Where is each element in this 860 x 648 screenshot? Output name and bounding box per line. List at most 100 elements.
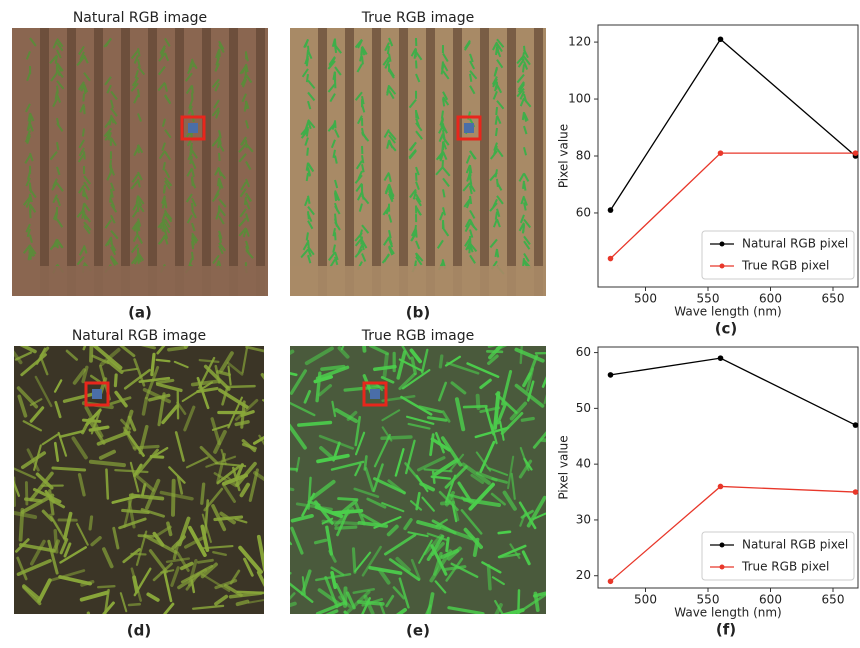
leaf	[442, 124, 448, 134]
leaf	[110, 242, 117, 252]
leaf	[189, 155, 193, 165]
leaf	[464, 223, 471, 233]
data-point	[852, 422, 859, 428]
leaf	[290, 423, 307, 450]
leaf	[131, 173, 139, 183]
leaf	[380, 376, 395, 384]
leaf	[113, 373, 118, 388]
pixel	[370, 389, 380, 399]
leaf	[245, 213, 250, 222]
x-tick-label: 650	[822, 593, 845, 607]
leaf	[426, 416, 448, 422]
leaf	[104, 76, 112, 86]
leaf	[111, 494, 141, 504]
leaf	[332, 149, 336, 159]
leaf	[330, 460, 365, 471]
leaf	[110, 203, 118, 213]
leaf	[383, 236, 390, 246]
leaf	[78, 139, 85, 149]
leaf	[28, 244, 31, 253]
leaf	[300, 248, 309, 259]
leaf	[62, 391, 98, 403]
leaf	[317, 384, 333, 397]
leaf	[334, 232, 337, 241]
data-point	[717, 483, 724, 490]
leaf	[496, 195, 504, 205]
leaf	[110, 107, 118, 117]
leaf	[132, 201, 139, 211]
leaf	[464, 218, 471, 228]
leaf	[25, 223, 31, 233]
leaf	[218, 230, 223, 240]
leaf	[384, 184, 390, 193]
leaf	[492, 41, 498, 51]
leaf	[183, 535, 206, 549]
leaf	[191, 209, 197, 219]
leaf	[388, 193, 394, 203]
leaf	[99, 347, 121, 367]
data-point	[717, 36, 724, 43]
leaf	[214, 82, 220, 92]
leaf	[56, 38, 64, 48]
leaf	[41, 509, 54, 522]
leaf	[130, 552, 147, 556]
leaf	[469, 185, 473, 195]
leaf	[488, 346, 504, 360]
leaf	[381, 502, 405, 513]
leaf	[110, 230, 119, 240]
leaf	[218, 245, 224, 255]
leaf	[519, 346, 523, 365]
leaf	[493, 68, 498, 77]
leaf	[239, 136, 247, 146]
leaf	[203, 499, 210, 534]
leaf	[358, 229, 363, 238]
leaf	[361, 224, 370, 234]
y-tick-label: 20	[576, 568, 591, 582]
leaf	[185, 85, 193, 95]
leaf	[262, 399, 264, 403]
leaf	[83, 221, 92, 231]
leaf	[327, 83, 336, 93]
leaf	[16, 559, 52, 576]
leaf	[354, 415, 361, 447]
leaf	[25, 50, 31, 60]
leaf	[170, 566, 180, 587]
leaf	[487, 346, 498, 348]
leaf	[245, 161, 252, 171]
leaf	[307, 100, 312, 110]
leaf	[355, 160, 363, 170]
leaf	[346, 590, 371, 614]
leaf	[83, 181, 91, 191]
leaf	[141, 483, 147, 497]
leaf	[102, 547, 114, 569]
leaf	[243, 196, 247, 206]
leaf	[467, 241, 471, 250]
image-caption: (d)	[127, 622, 151, 640]
leaf	[122, 367, 138, 372]
image	[290, 346, 546, 614]
leaf	[406, 415, 435, 425]
leaf	[381, 426, 393, 442]
leaf	[133, 55, 139, 64]
leaf	[188, 61, 193, 70]
leaf	[245, 120, 250, 129]
leaf	[109, 194, 112, 203]
leaf	[523, 240, 531, 250]
leaf	[110, 199, 116, 208]
leaf	[137, 144, 144, 154]
leaf	[123, 492, 134, 528]
leaf	[354, 174, 363, 184]
leaf	[54, 212, 58, 221]
leaf	[186, 214, 193, 224]
leaf	[384, 60, 390, 69]
leaf	[103, 588, 110, 614]
leaf	[253, 471, 264, 482]
image-caption: (a)	[128, 304, 152, 322]
leaf	[164, 52, 170, 62]
leaf	[469, 183, 476, 193]
leaf	[83, 245, 88, 254]
leaf	[355, 182, 363, 192]
leaf	[446, 361, 480, 375]
leaf	[496, 84, 503, 94]
leaf	[436, 239, 444, 249]
